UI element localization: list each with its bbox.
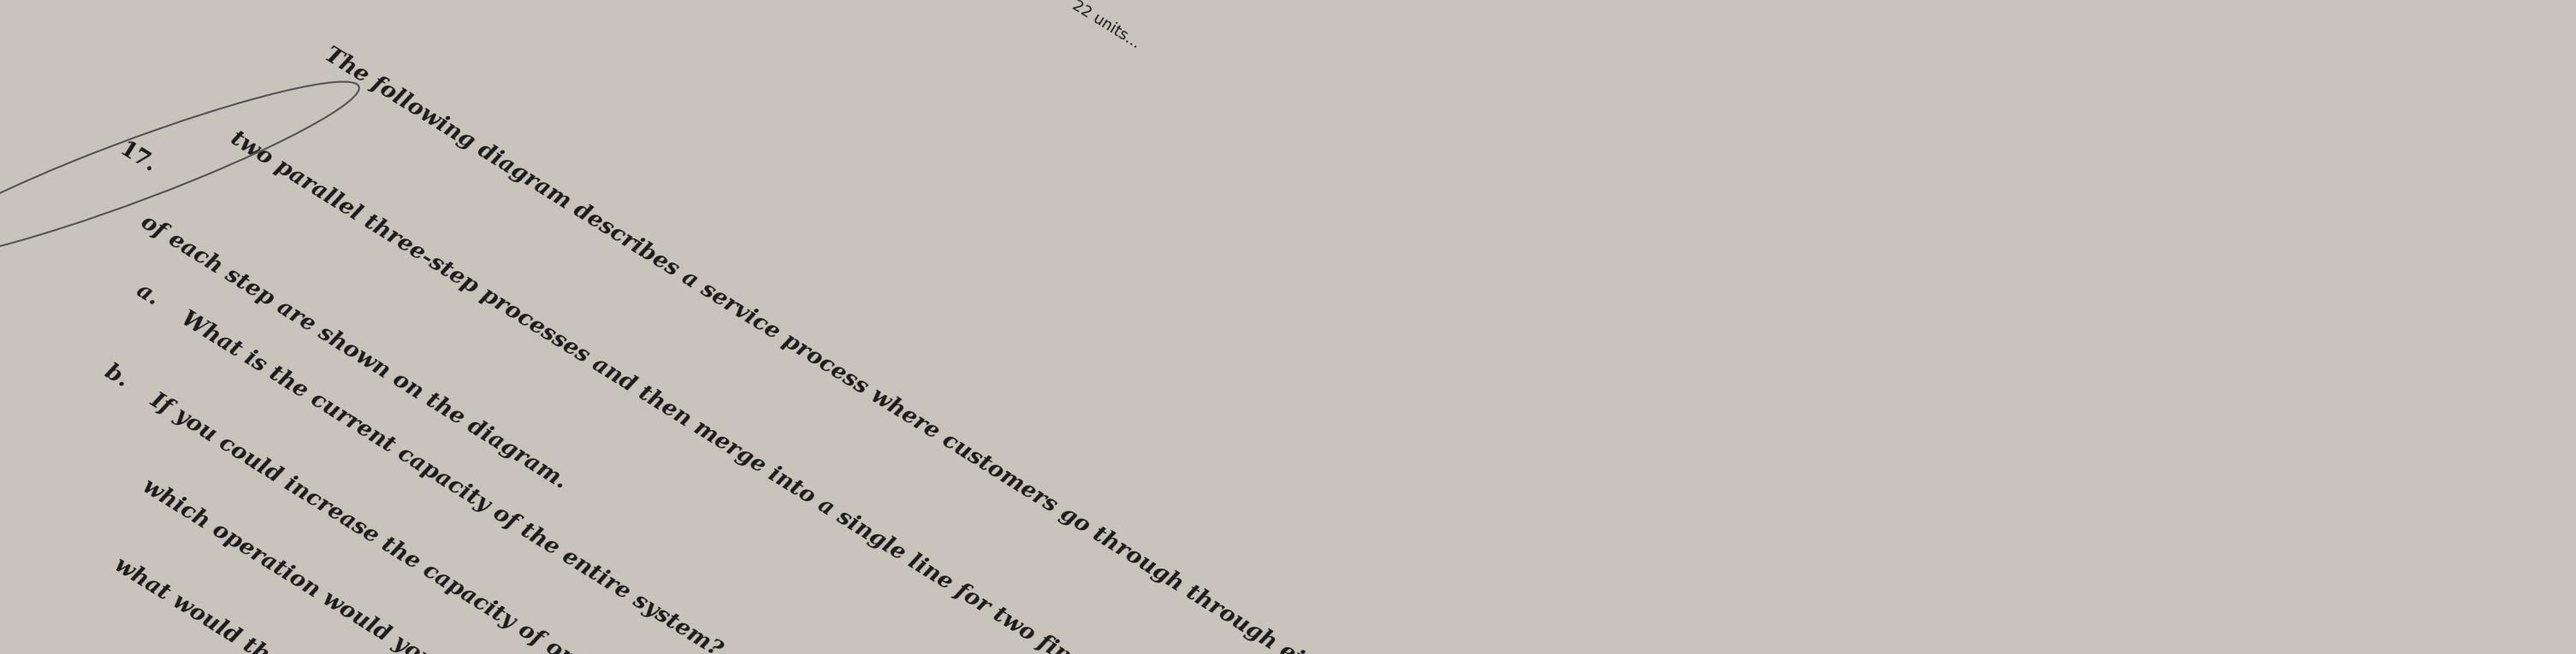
Text: 17.: 17. (116, 139, 160, 177)
Text: b.  If you could increase the capacity of only one operation through process imp: b. If you could increase the capacity of… (100, 360, 1170, 654)
Text: 22 units...: 22 units... (1069, 0, 1144, 51)
Text: The following diagram describes a service process where customers go through thr: The following diagram describes a servic… (322, 43, 1378, 654)
Text: of each step are shown on the diagram.: of each step are shown on the diagram. (137, 211, 572, 493)
Text: a.  What is the current capacity of the entire system?: a. What is the current capacity of the e… (131, 279, 726, 654)
Text: which operation would you select, how much additional capacity would you strive : which operation would you select, how mu… (82, 439, 1113, 654)
Text: two parallel three-step processes and then merge into a single line for two fina: two parallel three-step processes and th… (227, 128, 1280, 654)
Text: what would the resulting capacity of the process be?: what would the resulting capacity of the… (54, 518, 685, 654)
